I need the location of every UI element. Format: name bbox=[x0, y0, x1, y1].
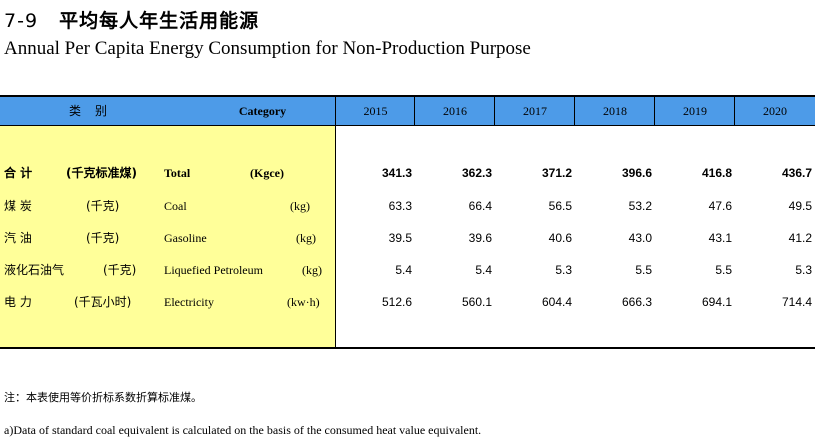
cell-value: 436.7 bbox=[781, 166, 812, 180]
header-category-en: Category bbox=[238, 104, 287, 118]
row-unit-cn: (千克) bbox=[103, 263, 137, 277]
page-title-cn: 7-9 平均每人年生活用能源 bbox=[4, 6, 259, 33]
cell-value: 41.2 bbox=[788, 231, 812, 245]
row-label-cn: 汽 油 bbox=[4, 231, 32, 245]
table-number: 7-9 bbox=[4, 10, 39, 32]
row-unit-cn: (千克标准煤) bbox=[66, 166, 137, 180]
row-label-cn: 煤 炭 bbox=[4, 199, 32, 213]
cell-value: 560.1 bbox=[461, 295, 492, 309]
table-top-rule bbox=[0, 95, 815, 97]
table-row-gasoline: 汽 油 (千克) Gasoline (kg) 39.5 39.6 40.6 43… bbox=[0, 227, 815, 249]
cell-value: 39.5 bbox=[388, 231, 412, 245]
row-label-en: Coal bbox=[164, 199, 187, 213]
category-column-bg bbox=[0, 126, 336, 347]
header-year-2016: 2016 bbox=[414, 97, 495, 125]
cell-value: 512.6 bbox=[381, 295, 412, 309]
page-title-en: Annual Per Capita Energy Consumption for… bbox=[4, 38, 531, 59]
cell-value: 40.6 bbox=[548, 231, 572, 245]
cell-value: 47.6 bbox=[708, 199, 732, 213]
row-unit-en: (kg) bbox=[296, 231, 316, 245]
table-row-total: 合 计 (千克标准煤) Total (Kgce) 341.3 362.3 371… bbox=[0, 162, 815, 184]
header-year-2020: 2020 bbox=[734, 97, 815, 125]
cell-value: 371.2 bbox=[541, 166, 572, 180]
table-row-lpg: 液化石油气 (千克) Liquefied Petroleum (kg) 5.4 … bbox=[0, 259, 815, 281]
cell-value: 341.3 bbox=[381, 166, 412, 180]
row-label-en: Liquefied Petroleum bbox=[164, 263, 263, 277]
header-category-cn: 类别 bbox=[68, 104, 121, 118]
row-label-en: Electricity bbox=[164, 295, 214, 309]
table-row-coal: 煤 炭 (千克) Coal (kg) 63.3 66.4 56.5 53.2 4… bbox=[0, 195, 815, 217]
row-unit-cn: (千克) bbox=[86, 199, 120, 213]
cell-value: 43.0 bbox=[628, 231, 652, 245]
cell-value: 714.4 bbox=[781, 295, 812, 309]
cell-value: 56.5 bbox=[548, 199, 572, 213]
row-label-en: Total bbox=[164, 166, 191, 180]
row-label-cn: 液化石油气 bbox=[4, 263, 65, 277]
cell-value: 396.6 bbox=[621, 166, 652, 180]
cell-value: 39.6 bbox=[468, 231, 492, 245]
table-bottom-rule bbox=[0, 347, 815, 349]
row-unit-en: (kg) bbox=[302, 263, 322, 277]
row-label-cn: 电 力 bbox=[4, 295, 32, 309]
cell-value: 66.4 bbox=[468, 199, 492, 213]
cell-value: 666.3 bbox=[621, 295, 652, 309]
table-header: 类别 Category 2015 2016 2017 2018 2019 202… bbox=[0, 97, 815, 126]
cell-value: 5.3 bbox=[795, 263, 812, 277]
cell-value: 5.4 bbox=[395, 263, 412, 277]
cell-value: 53.2 bbox=[628, 199, 652, 213]
row-unit-en: (kg) bbox=[290, 199, 310, 213]
row-unit-en: (Kgce) bbox=[250, 166, 284, 180]
cell-value: 604.4 bbox=[541, 295, 572, 309]
table-row-electricity: 电 力 (千瓦小时) Electricity (kw·h) 512.6 560.… bbox=[0, 291, 815, 313]
cell-value: 43.1 bbox=[708, 231, 732, 245]
cell-value: 694.1 bbox=[701, 295, 732, 309]
cell-value: 5.4 bbox=[475, 263, 492, 277]
row-unit-en: (kw·h) bbox=[287, 295, 320, 309]
table-title-cn: 平均每人年生活用能源 bbox=[59, 10, 260, 32]
footnote-cn: 注：本表使用等价折标系数折算标准煤。 bbox=[4, 391, 202, 404]
header-year-2015: 2015 bbox=[335, 97, 415, 125]
cell-value: 49.5 bbox=[788, 199, 812, 213]
cell-value: 5.5 bbox=[635, 263, 652, 277]
header-year-2019: 2019 bbox=[654, 97, 735, 125]
header-year-2018: 2018 bbox=[574, 97, 655, 125]
cell-value: 5.3 bbox=[555, 263, 572, 277]
cell-value: 5.5 bbox=[715, 263, 732, 277]
header-year-2017: 2017 bbox=[494, 97, 575, 125]
row-label-cn: 合 计 bbox=[4, 166, 33, 180]
footnote-en: a)Data of standard coal equivalent is ca… bbox=[4, 423, 482, 437]
row-unit-cn: (千瓦小时) bbox=[74, 295, 132, 309]
cell-value: 362.3 bbox=[461, 166, 492, 180]
cell-value: 416.8 bbox=[701, 166, 732, 180]
cell-value: 63.3 bbox=[388, 199, 412, 213]
row-unit-cn: (千克) bbox=[86, 231, 120, 245]
row-label-en: Gasoline bbox=[164, 231, 207, 245]
